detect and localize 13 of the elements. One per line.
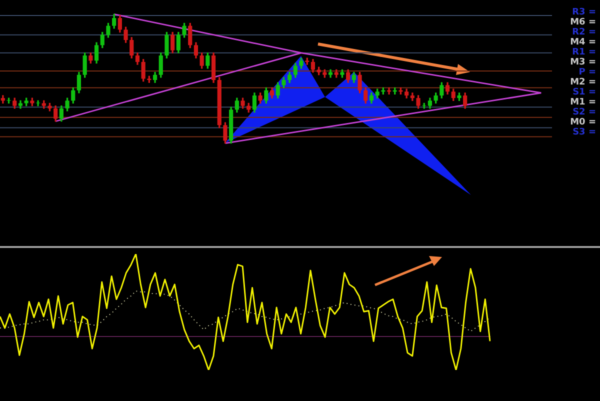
annotation: S1 = [572,87,596,98]
annotation: R2 = [572,27,596,38]
annotation: M1 = [570,97,596,108]
annotation: M3 = [570,57,596,68]
annotation: R1 = [572,47,596,58]
annotation: R3 = [572,7,596,18]
annotation: P = [578,67,596,78]
annotation: M6 = [570,17,596,28]
annotation: M2 = [570,77,596,88]
annotation: M0 = [570,117,596,128]
annotation: S2 = [572,107,596,118]
annotation: M4 = [570,37,596,48]
annotation: S3 = [572,127,596,138]
